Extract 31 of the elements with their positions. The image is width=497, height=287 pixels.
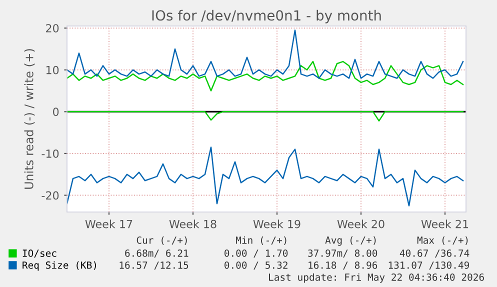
x-tick-label: Week 21 [421, 220, 468, 228]
text: 6.68m/ 6.21 [125, 249, 188, 258]
text: Max (-/+) [417, 236, 468, 245]
x-tick-label: Week 19 [253, 220, 300, 228]
text: 37.97m/ 8.00 [308, 249, 378, 258]
legend-label: IO/sec [22, 250, 56, 258]
y-axis-title: Units read (-) / write (+) [24, 49, 35, 189]
y-tick-label: -20 [42, 191, 59, 200]
text: 16.18 / 8.96 [308, 261, 378, 270]
text: 0.00 / 5.32 [224, 261, 288, 270]
x-tick-label: Week 17 [85, 220, 132, 228]
legend-label: Req Size (KB) [22, 261, 96, 271]
line-series [67, 111, 464, 122]
y-tick-label: 20 [46, 24, 59, 32]
x-tick-label: Week 20 [337, 220, 384, 228]
line-series [67, 146, 464, 206]
x-tick-label: Week 18 [169, 220, 216, 228]
text: Avg (-/+) [325, 236, 376, 246]
text: 40.67 /36.74 [400, 249, 470, 258]
y-tick-label: 0 [53, 108, 59, 116]
line-series [67, 60, 464, 92]
y-tick-label: -10 [42, 149, 59, 158]
text: 0.00 / 1.70 [224, 249, 288, 258]
line-series [67, 30, 464, 79]
text: Min (-/+) [236, 236, 286, 245]
text: 16.57 /12.15 [120, 261, 188, 270]
text: 131.07 /130.49 [388, 261, 470, 270]
text: Cur (-/+) [136, 236, 187, 245]
y-tick-label: 10 [46, 66, 59, 74]
chart-title: IOs for /dev/nvme0n1 - by month [152, 10, 381, 24]
text: Last update: Fri May 22 04:36:40 2026 [269, 273, 484, 283]
